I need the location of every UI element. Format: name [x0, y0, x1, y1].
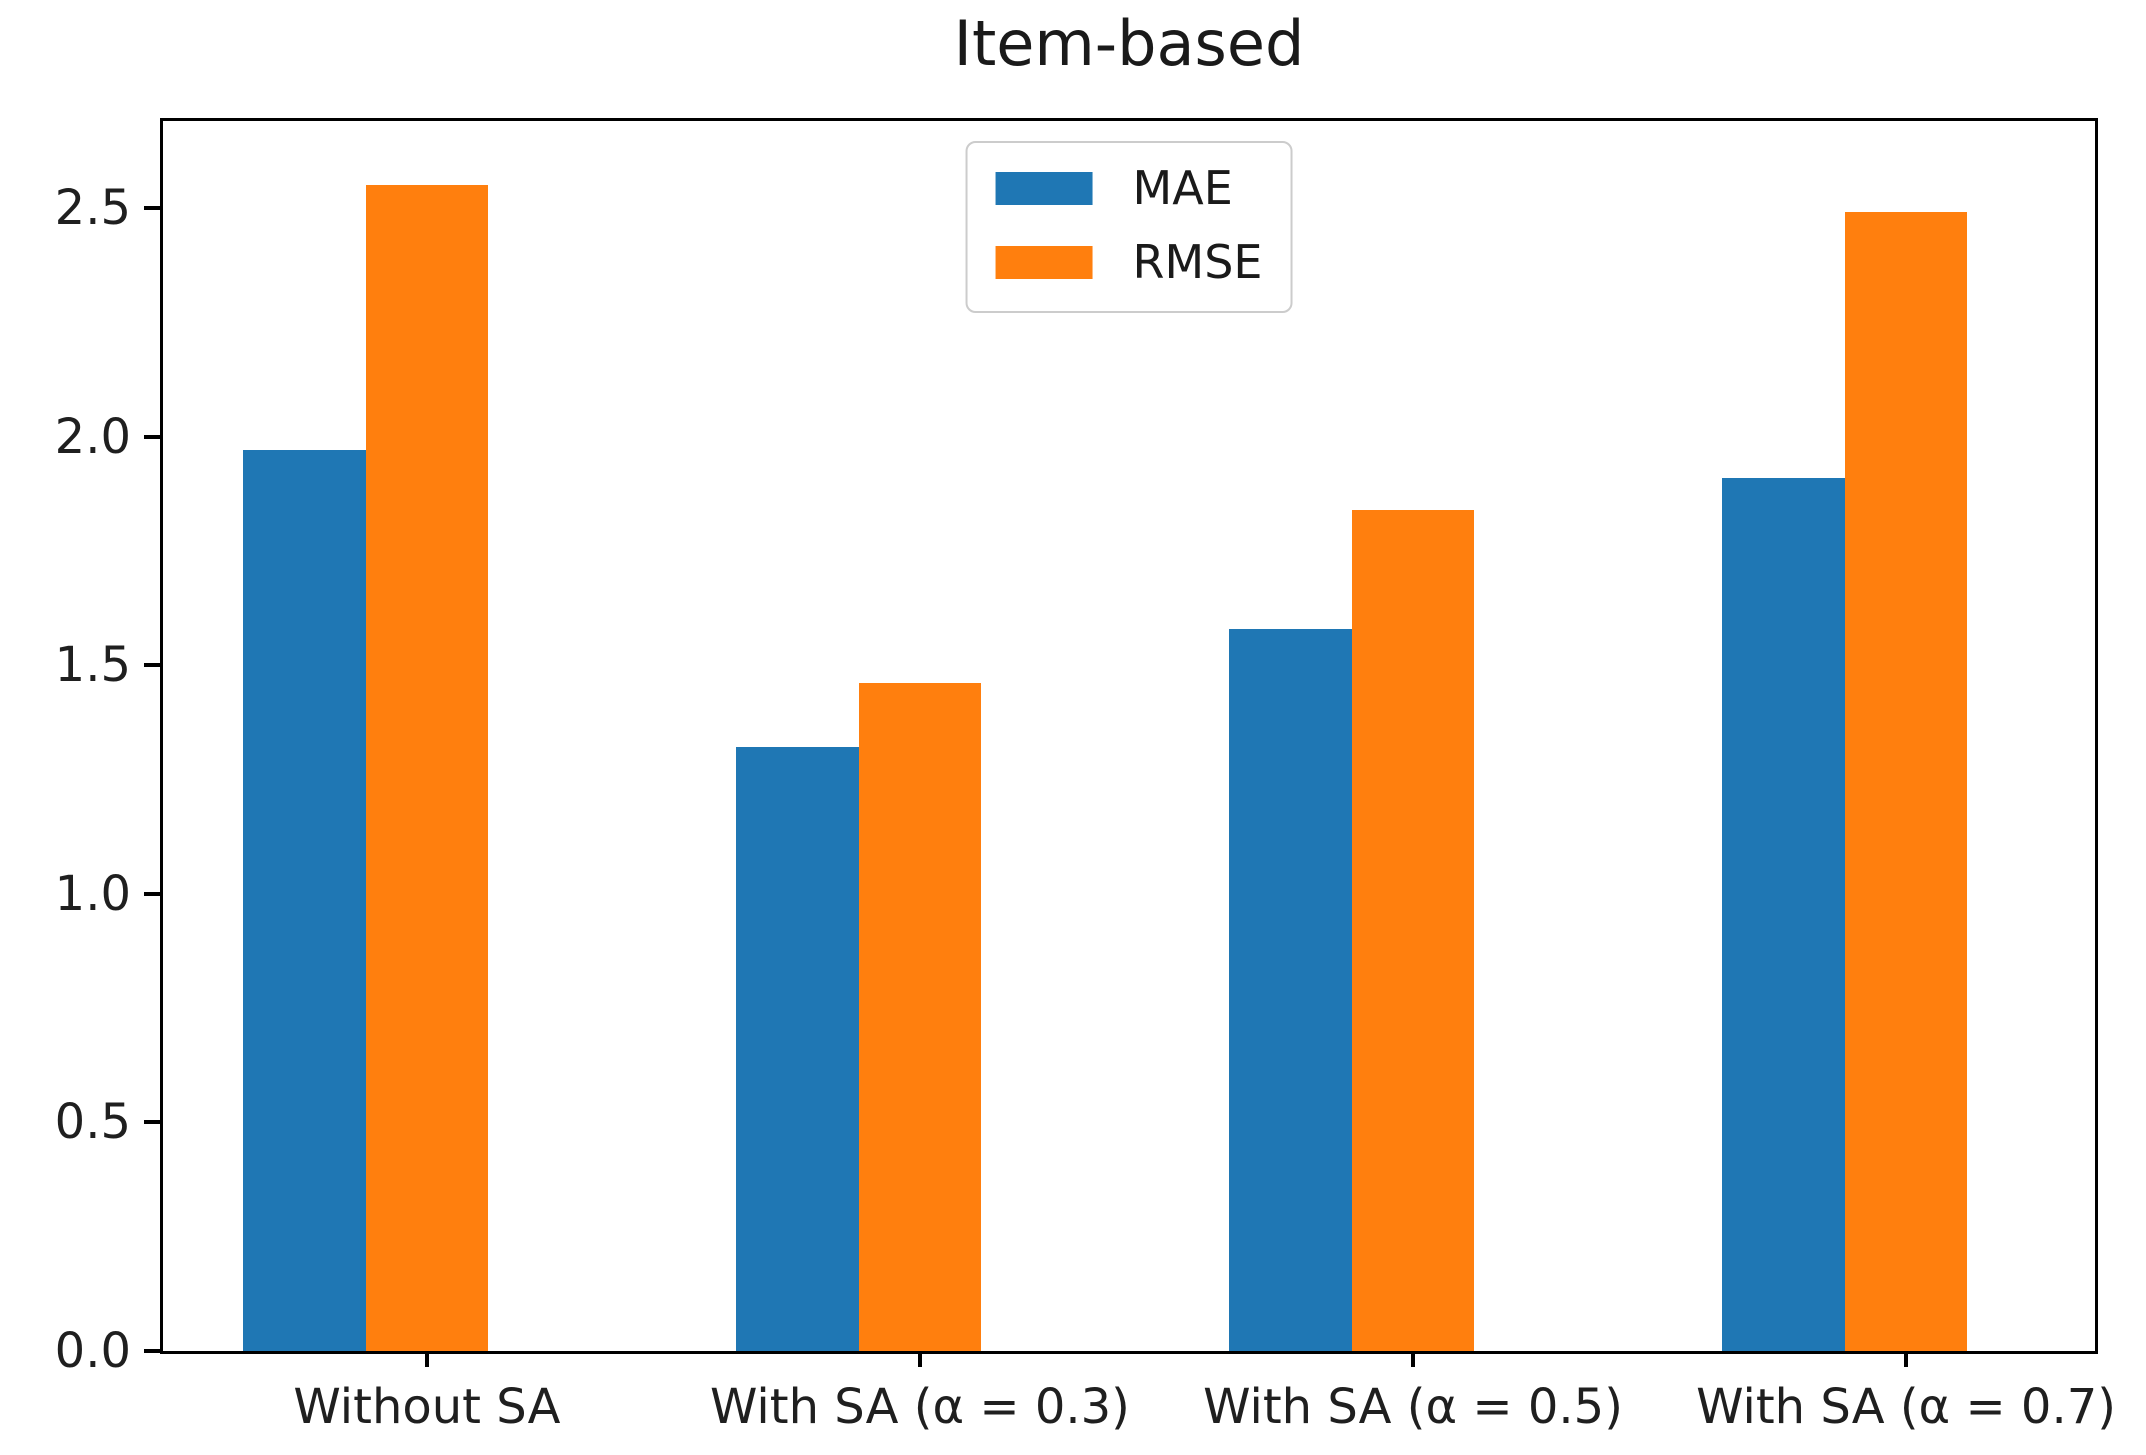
bar-mae-3: [1722, 477, 1845, 1351]
bar-mae-0: [243, 450, 366, 1351]
bar-mae-2: [1229, 628, 1352, 1351]
x-axis-tick-mark: [917, 1351, 922, 1367]
legend-swatch-rmse: [995, 245, 1093, 279]
x-axis-tick-label: With SA (α = 0.3): [710, 1379, 1130, 1435]
legend-item-mae: MAE: [995, 161, 1263, 215]
y-axis-tick-mark: [144, 1120, 160, 1125]
legend: MAE RMSE: [965, 141, 1293, 313]
bar-rmse-1: [858, 683, 982, 1351]
x-axis-tick-mark: [1411, 1351, 1415, 1367]
legend-label-rmse: RMSE: [1132, 235, 1263, 289]
y-axis-tick-label: 0.5: [54, 1094, 131, 1151]
legend-swatch-mae: [995, 171, 1093, 205]
y-axis-tick-label: 0.0: [54, 1323, 131, 1379]
plot-area: MAE RMSE 0.0 0.5 1.0 1.5 2.0 2.5 Without SA With…: [55, 118, 2116, 1435]
y-axis-tick-mark: [144, 891, 160, 896]
bar-rmse-0: [365, 185, 489, 1351]
y-axis-tick-mark: [144, 205, 160, 210]
x-axis-tick-mark: [1904, 1351, 1909, 1367]
y-axis-tick-label: 1.0: [54, 865, 131, 922]
y-axis-tick-mark: [144, 1349, 160, 1353]
y-axis-tick-label: 2.0: [54, 408, 131, 465]
x-axis-tick-label: With SA (α = 0.5): [1203, 1379, 1623, 1435]
y-axis-tick-label: 2.5: [54, 179, 131, 236]
chart-title: Item-based: [953, 7, 1305, 80]
x-axis-tick-mark: [424, 1351, 429, 1367]
bar-rmse-2: [1351, 509, 1475, 1351]
y-axis-tick-mark: [144, 663, 160, 668]
x-axis-tick-label: Without SA: [293, 1379, 561, 1435]
legend-label-mae: MAE: [1132, 161, 1233, 215]
bar-mae-1: [736, 747, 859, 1351]
bar-rmse-3: [1844, 212, 1968, 1351]
y-axis-tick-mark: [144, 434, 160, 439]
legend-item-rmse: RMSE: [995, 235, 1263, 289]
x-axis-tick-label: With SA (α = 0.7): [1696, 1379, 2116, 1435]
y-axis-tick-label: 1.5: [54, 637, 131, 694]
